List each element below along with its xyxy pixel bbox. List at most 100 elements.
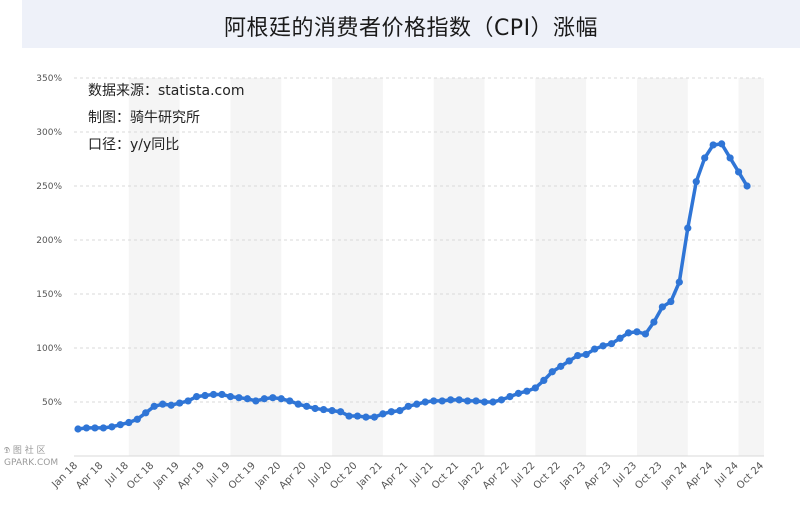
background-band xyxy=(636,78,688,456)
x-tick-label: Apr 19 xyxy=(176,460,207,491)
data-point xyxy=(370,413,379,421)
source-note: 数据来源：statista.com xyxy=(88,83,245,99)
y-tick-label: 50% xyxy=(42,398,62,408)
data-point xyxy=(218,390,226,399)
y-tick-label: 250% xyxy=(36,182,62,192)
watermark-logo: 𝕯 图 社 区 GPARK.COM xyxy=(4,444,58,468)
data-point xyxy=(709,141,717,149)
data-point xyxy=(548,368,556,376)
data-point xyxy=(497,396,506,404)
x-tick-label: Oct 23 xyxy=(633,460,664,491)
credit-note: 制图：骑牛研究所 xyxy=(88,110,200,126)
data-point xyxy=(734,168,743,176)
data-point xyxy=(599,342,607,350)
data-point xyxy=(91,424,99,432)
data-point xyxy=(438,397,446,405)
data-point xyxy=(345,412,353,420)
data-point xyxy=(565,357,573,365)
data-point xyxy=(142,409,150,417)
data-point xyxy=(472,397,480,405)
data-point xyxy=(125,418,133,427)
data-point xyxy=(133,415,141,423)
background-band xyxy=(332,78,383,456)
data-point xyxy=(616,334,624,342)
data-point xyxy=(667,297,675,306)
data-point xyxy=(116,421,124,429)
data-point xyxy=(226,393,235,401)
data-point xyxy=(201,391,209,400)
data-point xyxy=(506,393,514,401)
data-point xyxy=(624,329,633,337)
background-band xyxy=(535,78,587,456)
y-tick-label: 150% xyxy=(36,290,62,300)
data-point xyxy=(294,400,302,408)
background-band xyxy=(230,78,282,456)
x-tick-label: Apr 21 xyxy=(379,460,410,491)
data-point xyxy=(641,330,650,338)
x-tick-label: Oct 20 xyxy=(328,460,359,491)
x-tick-label: Apr 23 xyxy=(582,460,613,491)
data-point xyxy=(607,340,616,348)
x-tick-label: Oct 19 xyxy=(227,460,258,491)
data-point xyxy=(718,140,726,148)
data-point xyxy=(353,412,362,420)
background-band xyxy=(433,78,485,456)
data-point xyxy=(633,328,641,336)
basis-note: 口径：y/y同比 xyxy=(88,137,180,153)
data-point xyxy=(74,425,82,433)
data-point xyxy=(692,178,700,186)
data-point xyxy=(540,376,548,384)
data-point xyxy=(421,398,429,406)
data-point xyxy=(489,398,497,406)
background-band xyxy=(738,78,764,456)
y-tick-label: 200% xyxy=(36,236,62,246)
data-point xyxy=(387,408,395,416)
y-tick-label: 350% xyxy=(36,74,62,84)
data-point xyxy=(684,224,692,232)
x-tick-label: Oct 21 xyxy=(430,460,461,491)
data-point xyxy=(650,318,658,326)
data-point xyxy=(514,389,522,397)
data-point xyxy=(269,394,277,402)
data-point xyxy=(523,387,531,395)
data-point xyxy=(413,400,421,408)
y-tick-label: 300% xyxy=(36,128,62,138)
data-point xyxy=(430,397,438,405)
x-tick-label: Apr 24 xyxy=(684,460,715,491)
data-point xyxy=(311,404,319,413)
x-tick-label: Oct 22 xyxy=(532,460,563,491)
data-point xyxy=(658,303,666,311)
data-point xyxy=(303,402,311,410)
data-point xyxy=(99,424,108,432)
data-point xyxy=(336,408,345,416)
background-band xyxy=(128,78,180,456)
title-bar: 阿根廷的消费者价格指数（CPI）涨幅 xyxy=(22,0,800,48)
x-tick-label: Oct 24 xyxy=(735,460,766,491)
watermark-line1: 𝕯 图 社 区 xyxy=(4,444,46,456)
data-point xyxy=(701,154,709,162)
data-point xyxy=(675,278,683,286)
data-point xyxy=(362,413,370,421)
data-point xyxy=(184,397,192,405)
data-point xyxy=(192,393,201,401)
data-point xyxy=(396,407,404,415)
data-point xyxy=(463,397,472,405)
data-point xyxy=(252,397,260,405)
x-tick-label: Apr 22 xyxy=(481,460,512,491)
chart-title: 阿根廷的消费者价格指数（CPI）涨幅 xyxy=(223,16,599,41)
data-point xyxy=(277,395,285,403)
data-point xyxy=(582,350,590,359)
data-point xyxy=(726,154,734,162)
data-point xyxy=(320,405,328,414)
data-point xyxy=(209,390,218,399)
watermark-line2: GPARK.COM xyxy=(4,458,58,468)
data-point xyxy=(235,394,243,402)
data-point xyxy=(167,401,175,409)
data-point xyxy=(159,400,167,408)
data-point xyxy=(480,398,489,406)
data-point xyxy=(591,345,599,353)
data-point xyxy=(574,351,582,360)
data-point xyxy=(379,410,387,418)
data-point xyxy=(82,424,91,432)
